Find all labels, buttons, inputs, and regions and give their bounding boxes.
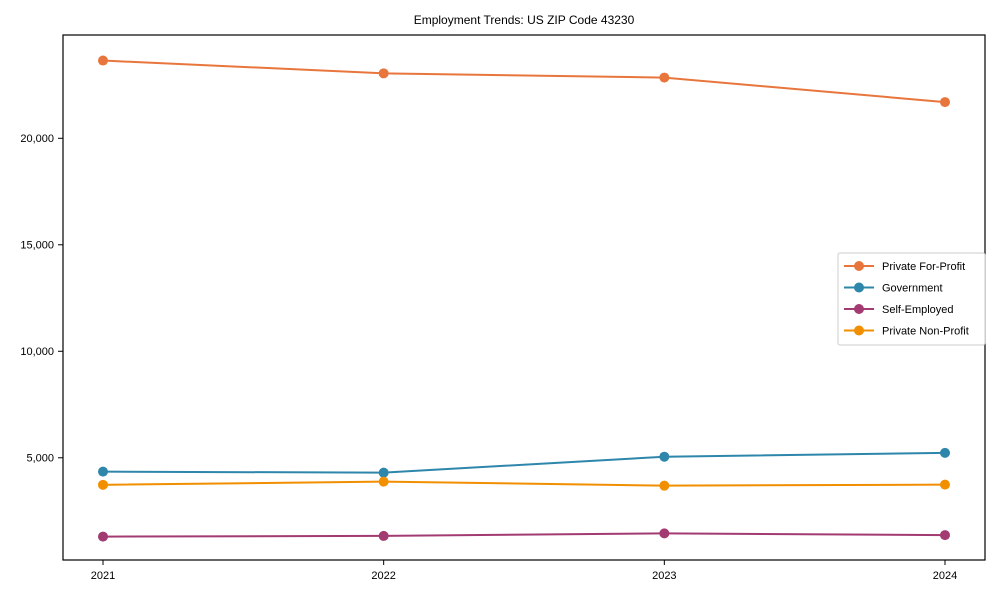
x-tick-label: 2022 [371,570,395,582]
y-tick-label: 15,000 [20,240,54,252]
line-series-self-employed [102,532,946,538]
data-point-private-non-profit-2023 [659,480,670,491]
plot-area: 5,000 10,000 15,000 20,000 2021 2022 2023 2024 [20,34,986,582]
legend-marker-self-employed [854,304,864,314]
x-tick-label: 2021 [91,570,115,582]
data-point-private-for-profit-2023 [659,72,670,83]
data-point-government-2021 [98,466,108,477]
chart-title: Employment Trends: US ZIP Code 43230 [414,13,635,27]
data-point-private-non-profit-2024 [940,479,950,490]
legend-label-government: Government [882,282,943,294]
legend-label-private-for-profit: Private For-Profit [882,261,965,273]
data-point-government-2022 [378,467,389,478]
data-point-private-non-profit-2022 [378,476,389,487]
line-series-government [102,451,946,474]
data-point-self-employed-2022 [378,530,389,541]
line-series-private-non-profit [102,480,946,487]
x-tick-label: 2024 [933,570,957,582]
legend-box [837,252,986,346]
data-point-private-for-profit-2024 [940,97,950,108]
legend-label-private-non-profit: Private Non-Profit [882,325,969,337]
legend: Private For-Profit Government Self-Employe… [837,252,986,346]
legend-label-self-employed: Self-Employed [882,304,954,316]
legend-marker-private-non-profit [854,325,864,336]
data-point-self-employed-2023 [659,528,670,539]
x-tick-label: 2023 [652,570,676,582]
y-tick-label: 5,000 [26,453,54,465]
data-point-government-2023 [659,451,670,462]
data-point-private-non-profit-2021 [98,479,108,490]
data-point-self-employed-2021 [98,531,108,542]
data-point-private-for-profit-2022 [378,68,389,79]
data-point-government-2024 [940,447,950,458]
line-series-private-for-profit [102,59,946,104]
y-tick-label: 10,000 [20,346,54,358]
legend-marker-government [854,282,864,293]
data-point-private-for-profit-2021 [98,55,108,66]
y-tick-label: 20,000 [20,133,54,145]
data-point-self-employed-2024 [940,530,950,541]
legend-marker-private-for-profit [854,261,864,271]
